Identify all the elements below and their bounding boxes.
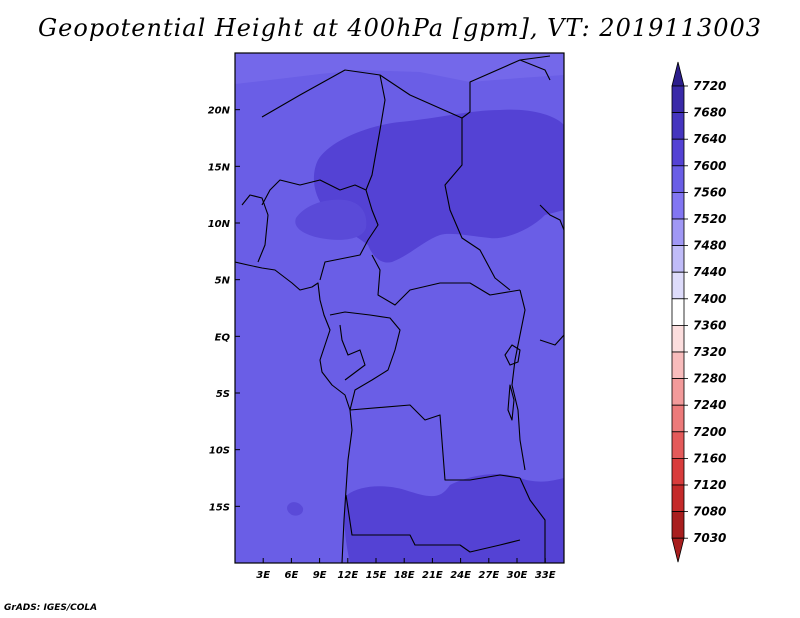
y-tick-label: 15S xyxy=(209,502,230,513)
border-east-coast xyxy=(539,334,564,346)
x-tick-label: 30E xyxy=(507,570,528,581)
colorbar-top-triangle xyxy=(671,61,685,87)
y-tick-label: 10S xyxy=(209,446,230,457)
border-mozambique xyxy=(519,477,546,563)
border-south-angola xyxy=(345,494,521,553)
border-car xyxy=(371,254,521,306)
x-tick-label: 6E xyxy=(285,570,299,581)
border-north-east xyxy=(519,59,551,81)
border-nigeria xyxy=(319,189,379,281)
y-tick-label: EQ xyxy=(215,332,231,343)
colorbar-box xyxy=(671,191,685,220)
colorbar-label: 7600 xyxy=(693,159,726,173)
border-guinea xyxy=(241,194,269,263)
colorbar-label: 7160 xyxy=(693,451,726,465)
x-tick-label: 12E xyxy=(337,570,358,581)
y-tick-label: 20N xyxy=(208,106,231,117)
colorbar-label: 7030 xyxy=(693,531,726,545)
colorbar-box xyxy=(671,271,685,300)
map-panel xyxy=(235,53,564,563)
colorbar-label: 7320 xyxy=(693,345,726,359)
colorbar-label: 7440 xyxy=(693,265,726,279)
colorbar-label: 7720 xyxy=(693,79,726,93)
y-tick-label: 5N xyxy=(215,276,231,287)
colorbar-bottom-triangle xyxy=(671,537,685,563)
colorbar-label: 7120 xyxy=(693,478,726,492)
colorbar-label: 7080 xyxy=(693,505,726,519)
field-contour-high-south xyxy=(344,474,564,563)
border-cameroon xyxy=(339,324,366,381)
colorbar-box xyxy=(671,112,685,140)
border-west-inland xyxy=(261,179,367,206)
colorbar-label: 7280 xyxy=(693,372,726,386)
chart-title: Geopotential Height at 400hPa [gpm], VT:… xyxy=(38,14,762,42)
border-niger-algeria xyxy=(365,74,386,191)
colorbar-box xyxy=(671,245,685,273)
border-east-lakes xyxy=(511,289,526,471)
x-tick-label: 9E xyxy=(313,570,327,581)
coast-northeast xyxy=(539,204,564,231)
y-tick-label: 15N xyxy=(208,162,231,173)
x-tick-label: 3E xyxy=(256,570,270,581)
colorbar-box xyxy=(671,298,685,326)
colorbar-box xyxy=(671,431,685,459)
x-tick-label: 21E xyxy=(422,570,443,581)
border-congo xyxy=(329,311,521,481)
colorbar-box xyxy=(671,351,685,380)
border-chad-sudan xyxy=(444,118,511,291)
colorbar-box xyxy=(671,511,685,539)
x-tick-label: 33E xyxy=(535,570,556,581)
colorbar-label: 7360 xyxy=(693,318,726,332)
colorbar-label: 7200 xyxy=(693,425,726,439)
x-tick-label: 15E xyxy=(366,570,387,581)
colorbar-box xyxy=(671,85,685,114)
colorbar-label: 7400 xyxy=(693,292,726,306)
colorbar: 7720 7680 7640 7600 7560 7520 7480 7440 7400 7360… xyxy=(671,61,726,563)
colorbar-box xyxy=(671,324,685,353)
colorbar-box xyxy=(671,484,685,513)
colorbar-box xyxy=(671,404,685,433)
colorbar-box xyxy=(671,138,685,167)
colorbar-label: 7680 xyxy=(693,106,726,120)
colorbar-box xyxy=(671,165,685,193)
lake-victoria xyxy=(504,344,521,366)
grads-credit: GrADS: IGES/COLA xyxy=(4,603,98,613)
colorbar-label: 7240 xyxy=(693,398,726,412)
border-sahara-north xyxy=(261,55,551,119)
colorbar-box xyxy=(671,378,685,406)
x-tick-label: 18E xyxy=(394,570,415,581)
colorbar-label: 7480 xyxy=(693,239,726,253)
colorbar-box xyxy=(671,457,685,486)
colorbar-label: 7520 xyxy=(693,212,726,226)
field-contour-high-west xyxy=(295,199,367,240)
colorbar-box xyxy=(671,218,685,247)
colorbar-label: 7560 xyxy=(693,185,726,199)
x-tick-label: 27E xyxy=(478,570,499,581)
political-borders xyxy=(235,55,564,563)
colorbar-label: 7640 xyxy=(693,132,726,146)
lake-tanganyika xyxy=(507,384,515,421)
map-frame xyxy=(234,52,565,564)
y-tick-label: 5S xyxy=(216,389,230,400)
field-contour-small-patch xyxy=(287,502,304,516)
y-tick-label: 10N xyxy=(208,219,231,230)
map-axes: 3E 6E 9E 12E 15E 18E 21E 24E 27E 30E 33E 20N 15N 10N 5… xyxy=(208,106,556,581)
x-tick-label: 24E xyxy=(450,570,471,581)
coastline-west-africa xyxy=(235,261,353,563)
